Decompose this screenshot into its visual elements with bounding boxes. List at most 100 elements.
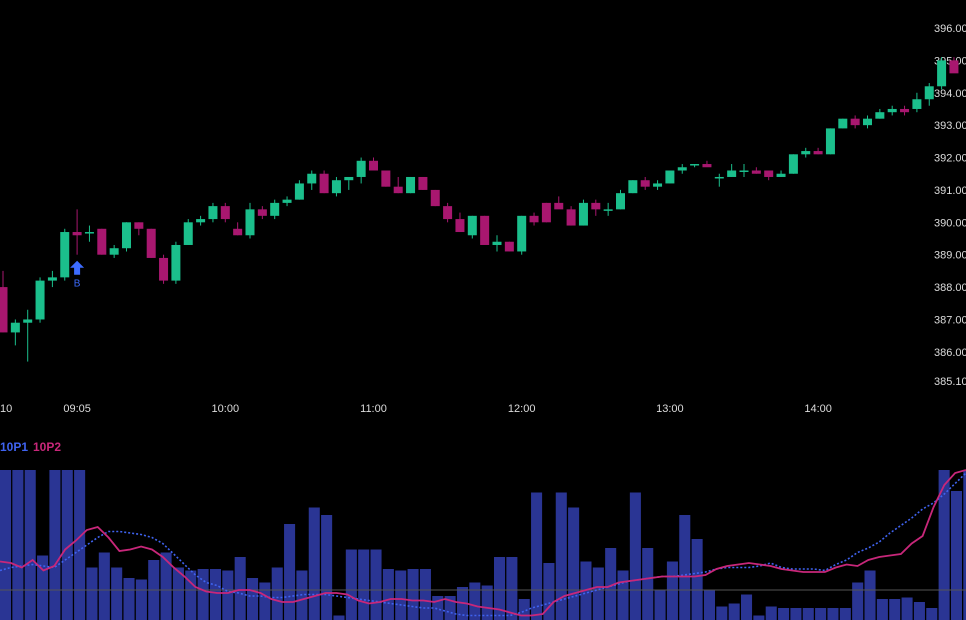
candle-body	[159, 257, 169, 281]
candle	[245, 202, 255, 239]
candle	[10, 319, 20, 346]
candle-body	[257, 209, 267, 216]
candle	[233, 222, 243, 236]
candle-body	[714, 176, 724, 179]
volume-bar	[703, 590, 715, 620]
candle-body	[171, 244, 181, 281]
candle-body	[35, 280, 45, 320]
candle-body	[788, 154, 798, 174]
candle	[492, 235, 502, 252]
buy-marker[interactable]: B	[70, 260, 85, 290]
candle-body	[603, 209, 613, 211]
candle-body	[640, 180, 650, 187]
candle-body	[23, 319, 33, 323]
volume-bar	[419, 569, 431, 620]
volume-bar	[358, 549, 370, 620]
candle	[554, 196, 564, 210]
y-tick-label: 385.10	[934, 376, 966, 388]
candle-body	[949, 60, 959, 74]
candle-body	[764, 170, 774, 177]
candle	[714, 173, 724, 187]
candle	[356, 157, 366, 184]
candle	[307, 170, 317, 190]
volume-bar	[284, 524, 296, 620]
candle-body	[541, 202, 551, 223]
x-tick-label: 10	[0, 403, 12, 415]
volume-bar	[691, 539, 703, 620]
volume-bar	[901, 597, 913, 620]
candle-body	[109, 248, 119, 255]
volume-bar	[61, 470, 73, 620]
x-tick-label: 13:00	[656, 403, 684, 415]
candle	[591, 199, 601, 216]
candle-body	[455, 219, 465, 233]
candle-body	[492, 241, 502, 245]
candle-body	[875, 112, 885, 119]
candle	[294, 180, 304, 200]
candle-body	[887, 108, 897, 113]
candle	[134, 222, 144, 236]
volume-bar	[481, 585, 493, 620]
candle-body	[776, 173, 786, 177]
candle	[430, 189, 440, 207]
candle-body	[10, 322, 20, 333]
candle	[875, 108, 885, 119]
volume-bar	[197, 569, 209, 620]
candle-body	[47, 277, 57, 281]
candle-body	[369, 160, 378, 171]
candle-body	[307, 173, 317, 184]
volume-bar	[444, 596, 456, 620]
candle-body	[937, 60, 947, 87]
candle	[0, 270, 8, 333]
volume-bar	[506, 557, 518, 620]
volume-bar	[753, 615, 765, 620]
volume-bar	[938, 470, 950, 620]
candle	[937, 57, 947, 90]
candle	[640, 176, 650, 190]
buy-marker-label: B	[74, 279, 81, 290]
volume-bar	[765, 606, 777, 620]
candle-body	[517, 215, 527, 252]
candle	[72, 209, 82, 255]
candle	[825, 128, 835, 155]
volume-bar	[111, 567, 123, 620]
candle	[393, 176, 403, 194]
candle	[616, 189, 625, 210]
volume-bar	[259, 582, 271, 620]
candle-body	[554, 202, 564, 210]
volume-bar	[864, 570, 876, 620]
candle-body	[220, 206, 230, 220]
op1-line	[0, 472, 966, 617]
volume-bar	[271, 567, 283, 620]
candle	[443, 202, 453, 223]
candle	[208, 202, 218, 223]
candle	[776, 170, 786, 177]
volume-bar	[950, 491, 962, 620]
volume-bar	[839, 608, 851, 620]
candle	[109, 244, 119, 258]
candle	[603, 202, 613, 216]
candle	[887, 105, 897, 116]
candle	[183, 219, 193, 245]
volume-bar	[926, 608, 938, 620]
y-tick-label: 386.00	[934, 347, 966, 359]
x-tick-label: 09:05	[63, 403, 91, 415]
candle-body	[850, 118, 860, 126]
volume-bar	[876, 599, 888, 620]
volume-bar	[666, 561, 678, 620]
y-tick-label: 392.00	[934, 153, 966, 165]
candle	[196, 215, 206, 226]
candle	[97, 228, 107, 255]
candle	[702, 160, 712, 168]
volume-bar	[617, 570, 629, 620]
volume-bar	[469, 582, 481, 620]
candle	[146, 228, 156, 258]
volume-bar	[963, 470, 966, 620]
y-tick-label: 391.00	[934, 185, 966, 197]
y-tick-label: 387.00	[934, 314, 966, 326]
volume-bar	[852, 582, 864, 620]
volume-bar	[382, 569, 394, 620]
candle-body	[381, 170, 391, 187]
volume-bar	[432, 596, 444, 620]
